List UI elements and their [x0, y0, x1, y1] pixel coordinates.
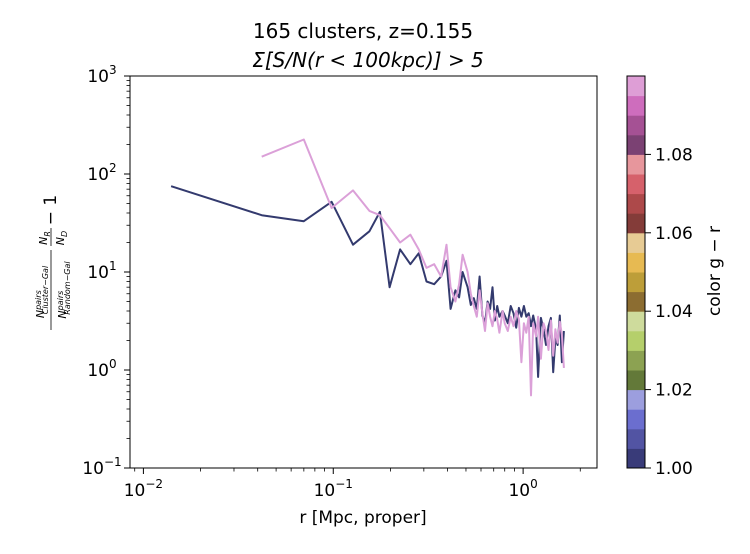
colorbar-segment	[627, 115, 645, 136]
colorbar-segment	[627, 409, 645, 430]
chart-title-line1: 165 clusters, z=0.155	[253, 19, 473, 43]
svg-text:NR: NR	[37, 231, 52, 245]
colorbar-segment	[627, 252, 645, 273]
plot-frame	[129, 75, 598, 469]
colorbar-segment	[627, 291, 645, 312]
svg-text:ND: ND	[54, 231, 69, 245]
svg-text:NpairsCluster−Gal: NpairsCluster−Gal	[34, 265, 50, 318]
colorbar-segment	[627, 448, 645, 469]
series-line-1	[170, 185, 565, 378]
colorbar-tick-label: 1.00	[655, 459, 693, 479]
x-tick-label: 10−2	[124, 477, 163, 501]
colorbar-segment	[627, 311, 645, 332]
colorbar-segment	[627, 272, 645, 293]
series-line-2	[261, 138, 565, 397]
colorbar-segment	[627, 193, 645, 214]
colorbar: 1.00 1.02 1.04 1.06 1.08	[626, 75, 693, 479]
colorbar-tick-label: 1.02	[655, 381, 693, 401]
x-tick-label: 100	[508, 477, 537, 501]
svg-text:NpairsRandom−Gal: NpairsRandom−Gal	[56, 261, 72, 319]
colorbar-segment	[627, 174, 645, 195]
x-tick-label: 10−1	[314, 477, 353, 501]
colorbar-segment	[627, 134, 645, 155]
colorbar-tick-label: 1.08	[655, 145, 693, 165]
y-tick-label: 10−1	[82, 455, 121, 479]
colorbar-segment	[627, 428, 645, 449]
colorbar-segment	[627, 370, 645, 391]
y-axis-label: NpairsCluster−Gal NpairsRandom−Gal NR ND…	[34, 195, 72, 330]
colorbar-label: color g − r	[705, 226, 725, 316]
y-tick-label: 102	[87, 161, 116, 185]
y-tick-label: 103	[87, 63, 116, 87]
svg-text:− 1: − 1	[41, 195, 61, 225]
x-axis-label: r [Mpc, proper]	[299, 508, 426, 528]
colorbar-segment	[627, 95, 645, 116]
colorbar-tick-label: 1.04	[655, 302, 693, 322]
y-tick-label: 101	[87, 259, 116, 283]
colorbar-segment	[627, 350, 645, 371]
colorbar-segment	[627, 389, 645, 410]
y-tick-label: 100	[87, 357, 116, 381]
colorbar-segment	[627, 232, 645, 253]
colorbar-frame	[626, 75, 646, 469]
chart-title-line2: Σ[S/N(r < 100kpc)] > 5	[252, 48, 484, 72]
colorbar-segment	[627, 76, 645, 97]
colorbar-segment	[627, 213, 645, 234]
colorbar-segment	[627, 154, 645, 175]
colorbar-segment	[627, 330, 645, 351]
colorbar-tick-label: 1.06	[655, 224, 693, 244]
